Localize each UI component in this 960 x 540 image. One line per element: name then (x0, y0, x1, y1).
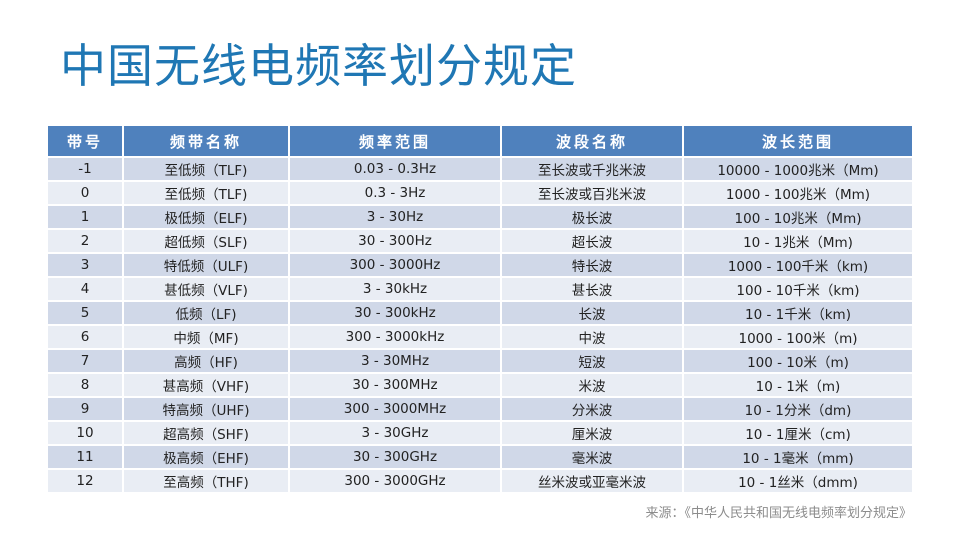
cell-wave-name: 至长波或千兆米波 (502, 158, 684, 182)
page-title: 中国无线电频率划分规定 (60, 39, 577, 93)
cell-band-name: 超高频（SHF) (124, 422, 290, 446)
cell-band-name: 至低频（TLF) (124, 158, 290, 182)
cell-wave-name: 厘米波 (502, 422, 684, 446)
cell-band-number: -1 (48, 158, 124, 182)
table-row: 5 低频（LF) 30 - 300kHz 长波 10 - 1千米（km) (48, 302, 912, 326)
cell-band-name: 特高频（UHF) (124, 398, 290, 422)
cell-wave-name: 毫米波 (502, 446, 684, 470)
table-row: 7 高频（HF) 3 - 30MHz 短波 100 - 10米（m) (48, 350, 912, 374)
table-row: 9 特高频（UHF) 300 - 3000MHz 分米波 10 - 1分米（dm) (48, 398, 912, 422)
cell-frequency-range: 300 - 3000MHz (290, 398, 502, 422)
table-row: 0 至低频（TLF) 0.3 - 3Hz 至长波或百兆米波 1000 - 100兆米（M… (48, 182, 912, 206)
header-frequency-range: 频率范围 (290, 126, 502, 158)
cell-wavelength-range: 10 - 1毫米（mm) (684, 446, 912, 470)
cell-wave-name: 中波 (502, 326, 684, 350)
cell-band-name: 极高频（EHF) (124, 446, 290, 470)
cell-band-number: 5 (48, 302, 124, 326)
cell-frequency-range: 300 - 3000GHz (290, 470, 502, 494)
cell-frequency-range: 300 - 3000kHz (290, 326, 502, 350)
cell-wave-name: 至长波或百兆米波 (502, 182, 684, 206)
cell-band-name: 甚低频（VLF) (124, 278, 290, 302)
table-row: 4 甚低频（VLF) 3 - 30kHz 甚长波 100 - 10千米（km) (48, 278, 912, 302)
cell-wavelength-range: 10 - 1兆米（Mm) (684, 230, 912, 254)
table-row: 10 超高频（SHF) 3 - 30GHz 厘米波 10 - 1厘米（cm) (48, 422, 912, 446)
cell-frequency-range: 3 - 30Hz (290, 206, 502, 230)
cell-wavelength-range: 1000 - 100千米（km) (684, 254, 912, 278)
cell-band-name: 超低频（SLF) (124, 230, 290, 254)
table-row: 11 极高频（EHF) 30 - 300GHz 毫米波 10 - 1毫米（mm) (48, 446, 912, 470)
cell-wavelength-range: 10000 - 1000兆米（Mm) (684, 158, 912, 182)
cell-band-name: 低频（LF) (124, 302, 290, 326)
cell-band-number: 12 (48, 470, 124, 494)
cell-frequency-range: 0.03 - 0.3Hz (290, 158, 502, 182)
header-wavelength-range: 波长范围 (684, 126, 912, 158)
table-row: 12 至高频（THF) 300 - 3000GHz 丝米波或亚毫米波 10 - 1丝米（… (48, 470, 912, 494)
cell-wavelength-range: 100 - 10米（m) (684, 350, 912, 374)
cell-band-number: 4 (48, 278, 124, 302)
cell-band-number: 8 (48, 374, 124, 398)
cell-band-name: 甚高频（VHF) (124, 374, 290, 398)
cell-wavelength-range: 10 - 1丝米（dmm) (684, 470, 912, 494)
source-note: 来源：《中华人民共和国无线电频率划分规定》 (645, 506, 912, 521)
cell-wave-name: 长波 (502, 302, 684, 326)
cell-wavelength-range: 10 - 1厘米（cm) (684, 422, 912, 446)
cell-wave-name: 特长波 (502, 254, 684, 278)
cell-band-name: 高频（HF) (124, 350, 290, 374)
cell-frequency-range: 0.3 - 3Hz (290, 182, 502, 206)
cell-wavelength-range: 1000 - 100兆米（Mm) (684, 182, 912, 206)
header-band-number: 带号 (48, 126, 124, 158)
cell-wave-name: 超长波 (502, 230, 684, 254)
cell-band-number: 0 (48, 182, 124, 206)
cell-band-name: 中频（MF) (124, 326, 290, 350)
cell-band-name: 极低频（ELF) (124, 206, 290, 230)
cell-frequency-range: 30 - 300MHz (290, 374, 502, 398)
cell-band-name: 至低频（TLF) (124, 182, 290, 206)
table-row: 3 特低频（ULF) 300 - 3000Hz 特长波 1000 - 100千米（km) (48, 254, 912, 278)
cell-band-name: 特低频（ULF) (124, 254, 290, 278)
cell-band-number: 3 (48, 254, 124, 278)
cell-wavelength-range: 1000 - 100米（m) (684, 326, 912, 350)
table-row: 2 超低频（SLF) 30 - 300Hz 超长波 10 - 1兆米（Mm) (48, 230, 912, 254)
cell-wave-name: 短波 (502, 350, 684, 374)
cell-wavelength-range: 10 - 1米（m) (684, 374, 912, 398)
cell-band-number: 10 (48, 422, 124, 446)
cell-wave-name: 甚长波 (502, 278, 684, 302)
cell-wavelength-range: 100 - 10千米（km) (684, 278, 912, 302)
cell-wave-name: 极长波 (502, 206, 684, 230)
cell-band-name: 至高频（THF) (124, 470, 290, 494)
cell-wave-name: 分米波 (502, 398, 684, 422)
cell-band-number: 6 (48, 326, 124, 350)
cell-band-number: 7 (48, 350, 124, 374)
cell-frequency-range: 30 - 300Hz (290, 230, 502, 254)
table-row: 1 极低频（ELF) 3 - 30Hz 极长波 100 - 10兆米（Mm) (48, 206, 912, 230)
table-row: 8 甚高频（VHF) 30 - 300MHz 米波 10 - 1米（m) (48, 374, 912, 398)
cell-wavelength-range: 100 - 10兆米（Mm) (684, 206, 912, 230)
cell-frequency-range: 3 - 30MHz (290, 350, 502, 374)
cell-band-number: 11 (48, 446, 124, 470)
cell-wavelength-range: 10 - 1分米（dm) (684, 398, 912, 422)
frequency-table: 带号 频带名称 频率范围 波段名称 波长范围 -1 至低频（TLF) 0.03 - … (48, 126, 912, 494)
cell-band-number: 2 (48, 230, 124, 254)
cell-band-number: 9 (48, 398, 124, 422)
table-row: 6 中频（MF) 300 - 3000kHz 中波 1000 - 100米（m) (48, 326, 912, 350)
table-row: -1 至低频（TLF) 0.03 - 0.3Hz 至长波或千兆米波 10000 - 10… (48, 158, 912, 182)
cell-band-number: 1 (48, 206, 124, 230)
header-band-name: 频带名称 (124, 126, 290, 158)
cell-wavelength-range: 10 - 1千米（km) (684, 302, 912, 326)
cell-wave-name: 米波 (502, 374, 684, 398)
table-header-row: 带号 频带名称 频率范围 波段名称 波长范围 (48, 126, 912, 158)
cell-wave-name: 丝米波或亚毫米波 (502, 470, 684, 494)
cell-frequency-range: 3 - 30kHz (290, 278, 502, 302)
cell-frequency-range: 30 - 300GHz (290, 446, 502, 470)
cell-frequency-range: 300 - 3000Hz (290, 254, 502, 278)
cell-frequency-range: 30 - 300kHz (290, 302, 502, 326)
cell-frequency-range: 3 - 30GHz (290, 422, 502, 446)
header-wave-name: 波段名称 (502, 126, 684, 158)
